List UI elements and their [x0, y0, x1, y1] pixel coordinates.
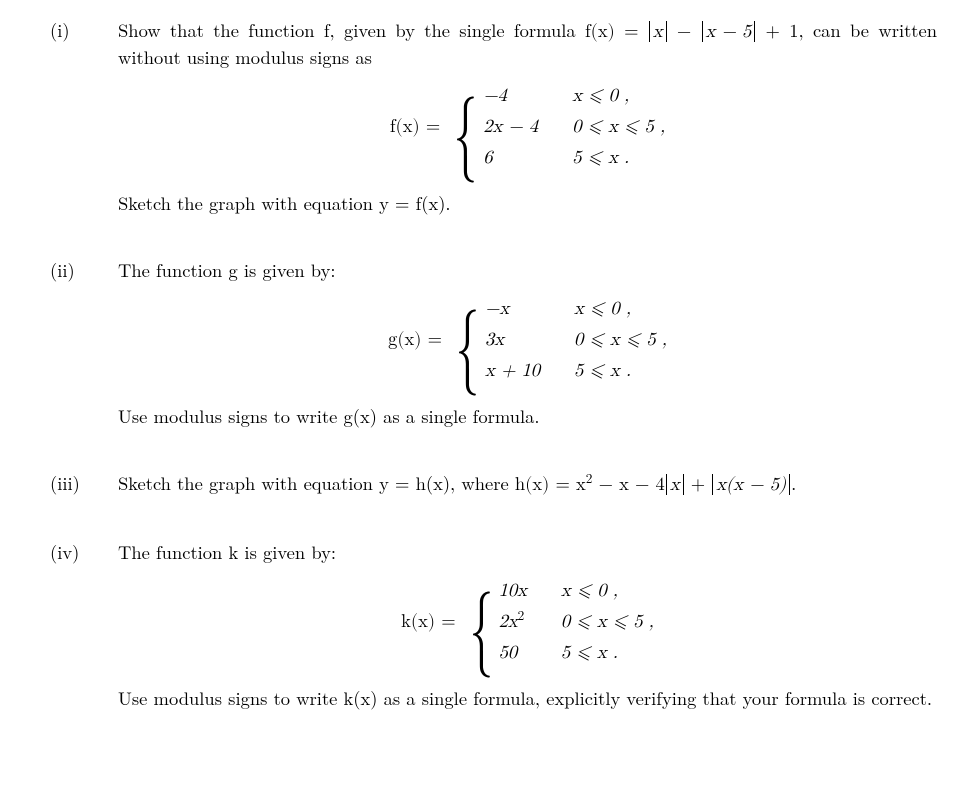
piecewise-lhs: g(x) =	[388, 328, 448, 353]
part-i-follow: Sketch the graph with equation y = f(x).	[118, 191, 937, 216]
case-expr: 6	[483, 146, 538, 171]
exercise-page: (i) Show that the function f, given by t…	[0, 0, 977, 782]
abs-x: x	[649, 21, 667, 42]
piecewise-lhs: f(x) =	[390, 115, 446, 140]
part-iv-label: (iv)	[50, 540, 118, 565]
case-expr: 2x − 4	[483, 115, 538, 140]
part-iv-body: The function k is given by: k(x) = { 10x…	[118, 540, 937, 725]
part-ii-intro: The function g is given by:	[118, 258, 937, 283]
abs-x-x-5: x(x − 5)	[712, 474, 790, 495]
text: Sketch the graph with equation y = f(x).	[118, 190, 451, 216]
part-i-body: Show that the function f, given by the s…	[118, 18, 937, 230]
piecewise-cases: 10x x ⩽ 0 , 2x2 0 ⩽ x ⩽ 5 , 50 5 ⩽ x .	[499, 579, 654, 666]
part-ii-label: (ii)	[50, 258, 118, 283]
piecewise-cases: −x x ⩽ 0 , 3x 0 ⩽ x ⩽ 5 , x + 10 5 ⩽ x .	[485, 297, 667, 384]
text: .	[791, 470, 796, 496]
part-iii-text: Sketch the graph with equation y = h(x),…	[118, 471, 937, 498]
part-iv: (iv) The function k is given by: k(x) = …	[50, 540, 937, 725]
part-iv-piecewise: k(x) = { 10x x ⩽ 0 , 2x2 0 ⩽ x ⩽ 5 , 50 …	[118, 579, 937, 666]
formula: f(x) = x − x − 5 + 1	[585, 22, 799, 41]
case-expr: x + 10	[485, 359, 540, 384]
part-ii-piecewise: g(x) = { −x x ⩽ 0 , 3x 0 ⩽ x ⩽ 5 , x + 1…	[118, 297, 937, 384]
h-lhs: h(x) = x	[515, 475, 586, 494]
case-cond: 5 ⩽ x .	[561, 641, 654, 666]
brace-icon: {	[454, 92, 478, 159]
part-i: (i) Show that the function f, given by t…	[50, 18, 937, 230]
abs-x-5: x − 5	[702, 21, 756, 42]
brace-icon: {	[456, 305, 480, 372]
case-cond: 0 ⩽ x ⩽ 5 ,	[574, 328, 667, 353]
case-cond: 0 ⩽ x ⩽ 5 ,	[572, 115, 665, 140]
part-ii-follow: Use modulus signs to write g(x) as a sin…	[118, 404, 937, 429]
case-cond: x ⩽ 0 ,	[572, 84, 665, 109]
piecewise-block: g(x) = { −x x ⩽ 0 , 3x 0 ⩽ x ⩽ 5 , x + 1…	[388, 297, 667, 384]
case-expr: 10x	[499, 579, 527, 604]
case-expr: 2x2	[499, 610, 527, 635]
minus: −	[668, 22, 701, 41]
piecewise-block: f(x) = { −4 x ⩽ 0 , 2x − 4 0 ⩽ x ⩽ 5 , 6…	[390, 84, 665, 171]
h-mid1: − x − 4	[592, 475, 664, 494]
f-lhs: f(x) =	[585, 22, 648, 41]
plus-1: + 1	[756, 22, 798, 41]
case-expr: −4	[483, 84, 538, 109]
case-cond: 5 ⩽ x .	[574, 359, 667, 384]
part-iv-intro: The function k is given by:	[118, 540, 937, 565]
case-expr: 3x	[485, 328, 540, 353]
part-i-piecewise: f(x) = { −4 x ⩽ 0 , 2x − 4 0 ⩽ x ⩽ 5 , 6…	[118, 84, 937, 171]
formula: h(x) = x2 − x − 4x + x(x − 5)	[515, 475, 791, 494]
piecewise-block: k(x) = { 10x x ⩽ 0 , 2x2 0 ⩽ x ⩽ 5 , 50 …	[401, 579, 654, 666]
h-mid2: +	[685, 475, 712, 494]
part-i-intro: Show that the function f, given by the s…	[118, 18, 937, 70]
brace-icon: {	[469, 587, 493, 654]
text: Sketch the graph with equation y = h(x),…	[118, 470, 515, 496]
part-ii: (ii) The function g is given by: g(x) = …	[50, 258, 937, 443]
case-cond: 5 ⩽ x .	[572, 146, 665, 171]
text: Show that the function f, given by the s…	[118, 17, 585, 43]
part-iii-body: Sketch the graph with equation y = h(x),…	[118, 471, 937, 512]
abs-x: x	[666, 474, 684, 495]
part-iv-follow: Use modulus signs to write k(x) as a sin…	[118, 686, 937, 711]
piecewise-cases: −4 x ⩽ 0 , 2x − 4 0 ⩽ x ⩽ 5 , 6 5 ⩽ x .	[483, 84, 665, 171]
case-expr: −x	[485, 297, 540, 322]
case-cond: x ⩽ 0 ,	[561, 579, 654, 604]
part-i-label: (i)	[50, 18, 118, 43]
part-iii: (iii) Sketch the graph with equation y =…	[50, 471, 937, 512]
part-iii-label: (iii)	[50, 471, 118, 496]
part-ii-body: The function g is given by: g(x) = { −x …	[118, 258, 937, 443]
case-cond: 0 ⩽ x ⩽ 5 ,	[561, 610, 654, 635]
case-expr: 50	[499, 641, 527, 666]
case-cond: x ⩽ 0 ,	[574, 297, 667, 322]
sup-2: 2	[518, 608, 525, 622]
expr: 2x	[499, 612, 518, 631]
piecewise-lhs: k(x) =	[401, 610, 461, 635]
